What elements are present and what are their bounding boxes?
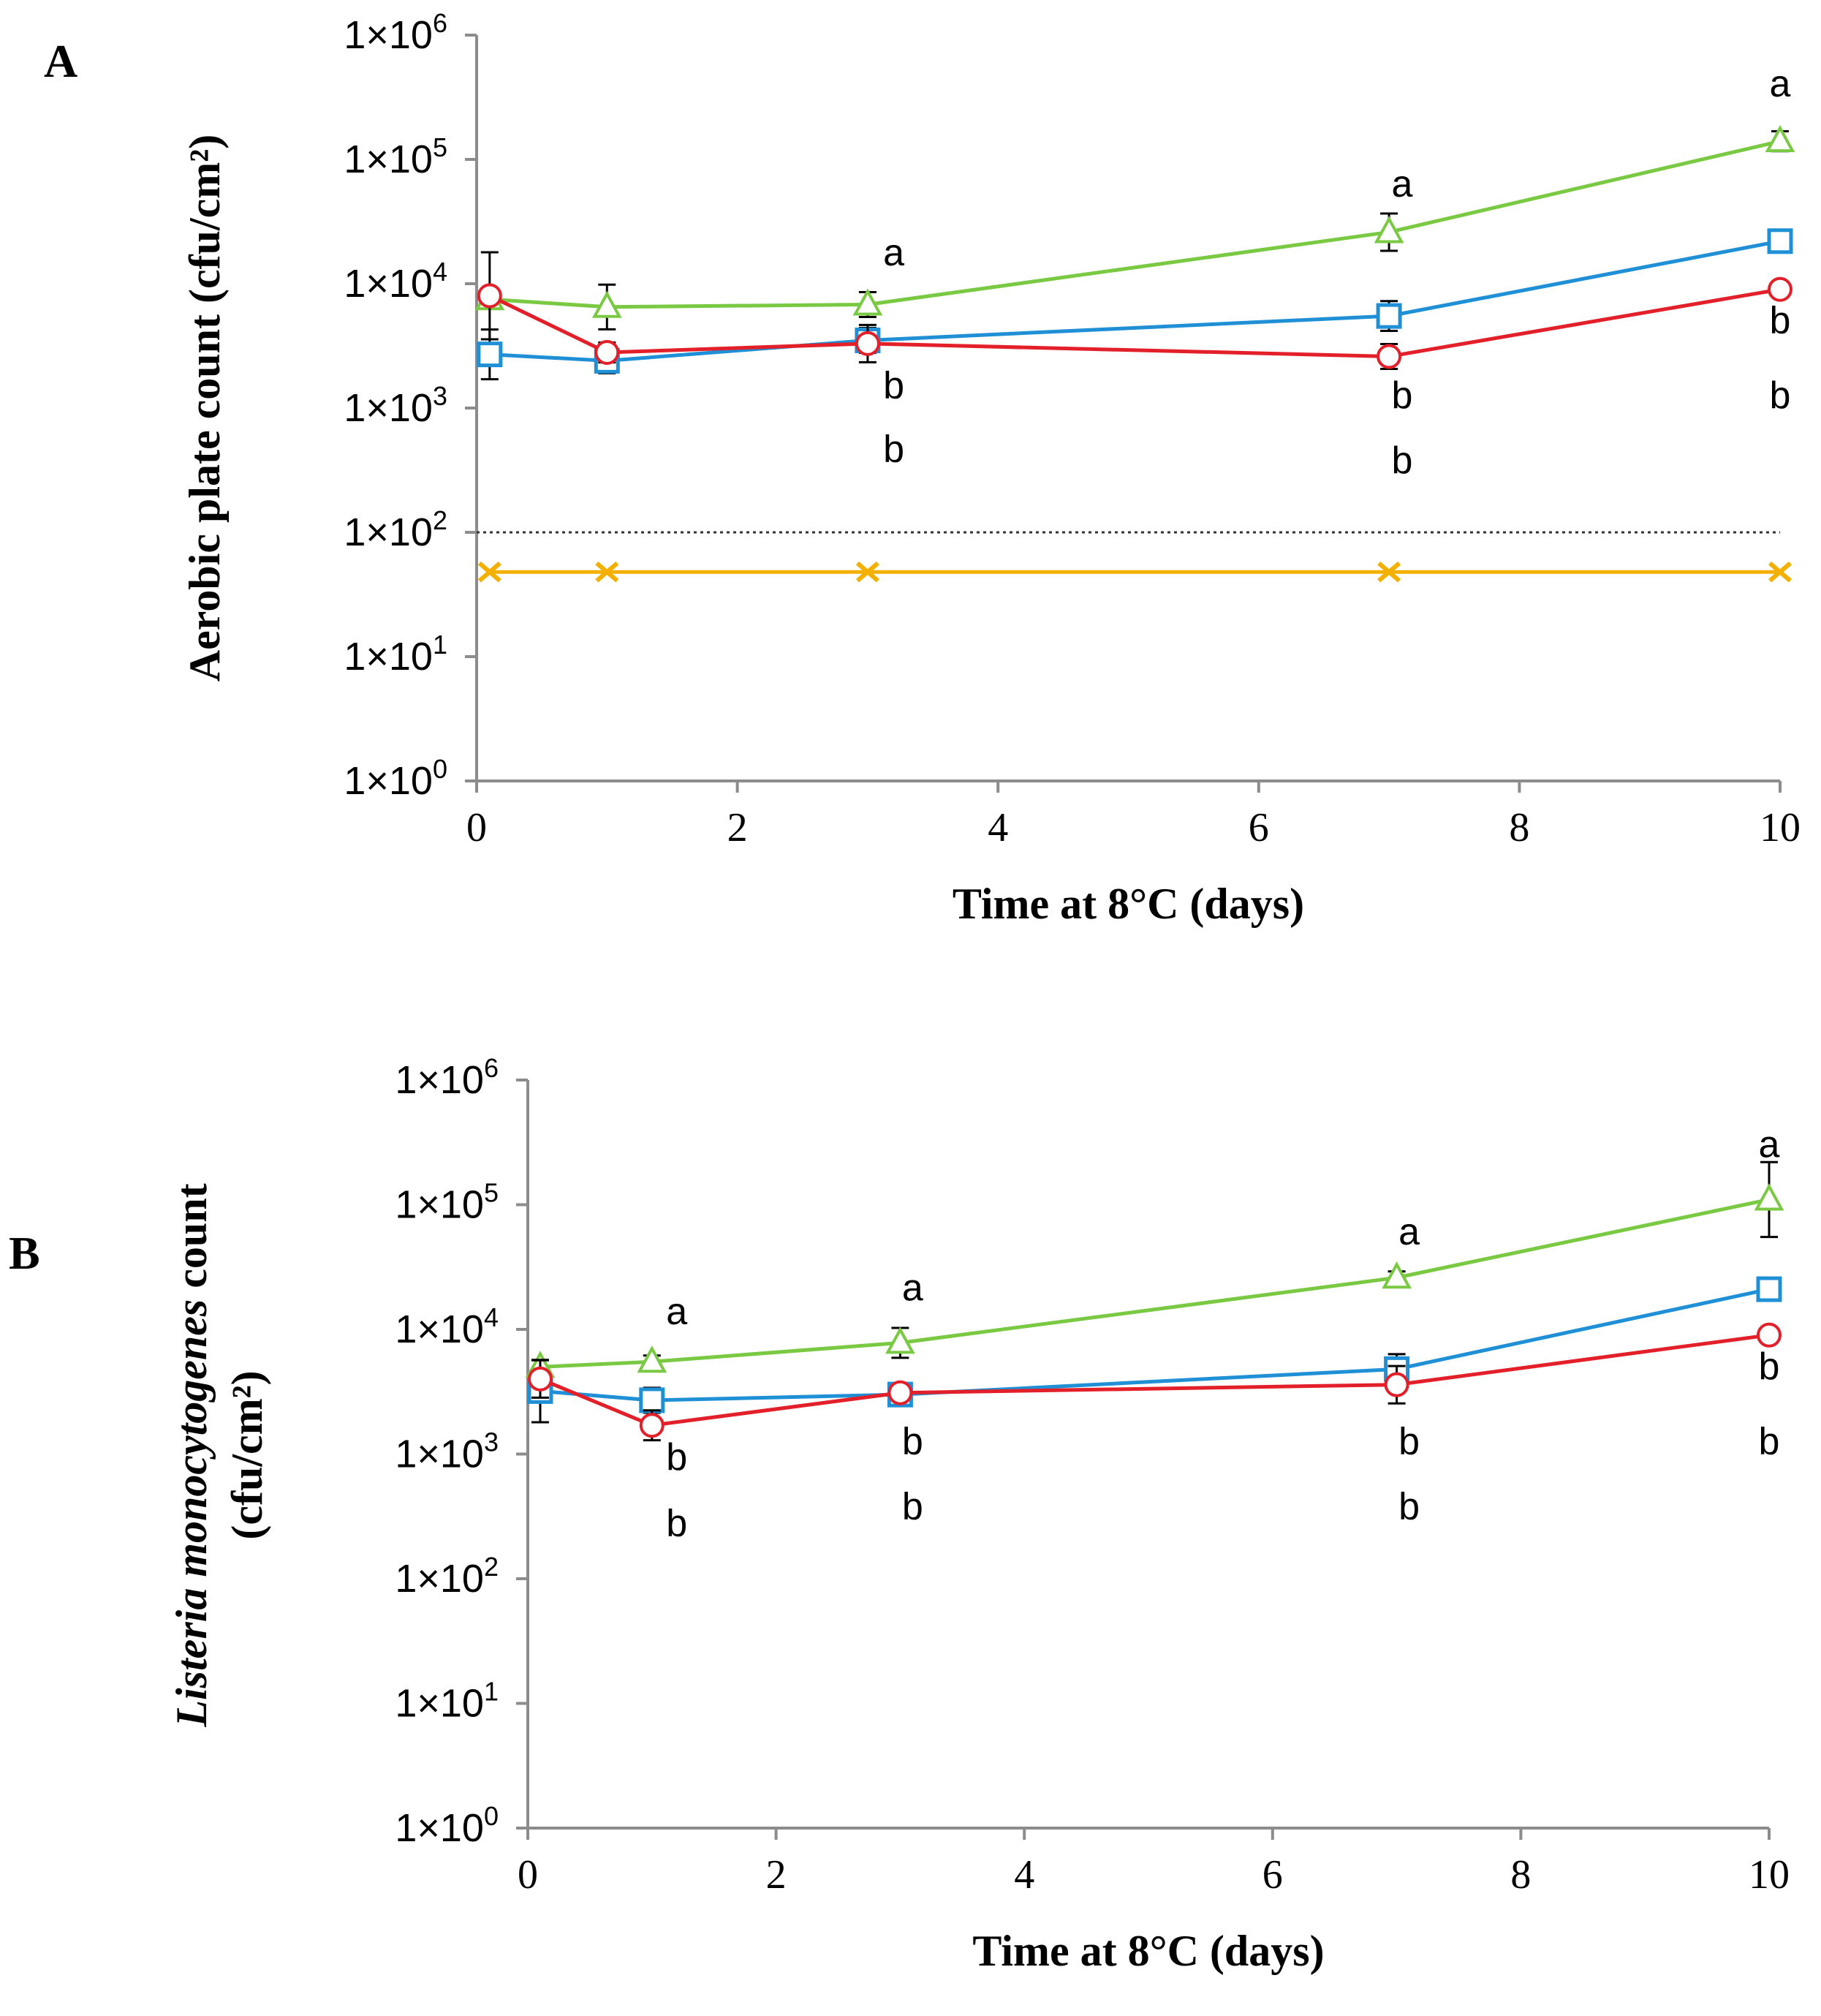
y-axis-title-line2: (cfu/cm²) xyxy=(223,1370,271,1539)
y-tick-label: 1×101 xyxy=(395,1677,499,1726)
significance-letter: b xyxy=(1759,1421,1780,1463)
red-circle-point xyxy=(1377,344,1402,369)
significance-letter: b xyxy=(666,1503,687,1545)
y-tick-label: 1×103 xyxy=(344,381,447,430)
y-axis-title: Aerobic plate count (cfu/cm²) xyxy=(181,135,229,682)
blue-square-point xyxy=(477,341,503,368)
y-tick-label: 1×106 xyxy=(344,8,447,57)
red-circle-point xyxy=(639,1413,665,1438)
x-marker-stroke xyxy=(855,561,879,583)
significance-letter: b xyxy=(666,1436,687,1479)
y-tick-label: 1×105 xyxy=(344,132,447,181)
blue-square-point xyxy=(1376,303,1402,329)
y-tick-label: 1×103 xyxy=(395,1427,499,1476)
significance-letter: b xyxy=(1391,439,1412,482)
green-triangle-point xyxy=(1374,216,1404,243)
x-marker-stroke xyxy=(1377,561,1401,583)
blue-square-point xyxy=(1767,228,1793,254)
x-marker-stroke xyxy=(477,561,501,583)
red-circle-point xyxy=(477,283,502,309)
chart-panel-a: 1×100 1×101 1×102 1×103 1×104 1×105 1×106 0 2 4 6 8… xyxy=(181,8,1801,928)
significance-letter: a xyxy=(1770,63,1791,105)
green-triangle-point xyxy=(1754,1183,1784,1211)
x-tick-label: 2 xyxy=(727,805,748,850)
x-tick-label: 10 xyxy=(1760,805,1801,850)
x-axis-title: Time at 8°C (days) xyxy=(953,880,1304,928)
x-tick-label: 2 xyxy=(766,1852,787,1898)
red-circle-point xyxy=(1384,1372,1409,1397)
y-tick-label: 1×101 xyxy=(344,630,447,679)
y-tick-label: 1×104 xyxy=(344,257,447,306)
panel-label-a: A xyxy=(44,35,77,87)
significance-letter: a xyxy=(666,1291,687,1333)
x-tick-label: 4 xyxy=(988,805,1008,850)
significance-letter: b xyxy=(1759,1345,1780,1388)
y-tick-label: 1×102 xyxy=(395,1552,499,1601)
panel-label-b: B xyxy=(9,1227,40,1279)
significance-letter: a xyxy=(1391,163,1412,205)
y-axis-title: Listeria monocytogenes count xyxy=(167,1183,216,1727)
y-tick-label: 1×106 xyxy=(395,1053,499,1102)
significance-letter: a xyxy=(1759,1124,1780,1166)
red-circle-point xyxy=(1768,276,1792,302)
significance-letter: b xyxy=(883,428,904,470)
significance-letter: a xyxy=(902,1267,923,1310)
x-marker-stroke xyxy=(595,561,619,583)
chart-panel-b: 1×100 1×101 1×102 1×103 1×104 1×105 1×106 0 2 4 6 8… xyxy=(167,1053,1790,1975)
y-tick-label: 1×100 xyxy=(395,1801,499,1850)
green-triangle-point xyxy=(637,1345,667,1373)
green-triangle-series-line xyxy=(489,139,1781,309)
blue-square-point xyxy=(639,1387,665,1413)
significance-letter: b xyxy=(1770,300,1791,342)
significance-letter: a xyxy=(883,232,904,274)
orange-x-point xyxy=(1377,561,1401,583)
green-triangle-series-line xyxy=(540,1197,1770,1369)
x-tick-label: 8 xyxy=(1510,1852,1531,1898)
red-circle-point xyxy=(527,1366,553,1392)
significance-letter: a xyxy=(1398,1211,1420,1253)
significance-letter: b xyxy=(902,1421,923,1463)
orange-x-point xyxy=(855,561,879,583)
x-tick-label: 0 xyxy=(518,1852,538,1898)
x-marker-stroke xyxy=(1768,561,1792,583)
blue-square-point xyxy=(1756,1276,1782,1302)
red-circle-point xyxy=(887,1380,913,1405)
blue-square-series-line xyxy=(489,239,1781,363)
green-triangle-point xyxy=(591,290,622,318)
x-tick-label: 10 xyxy=(1749,1852,1790,1898)
x-tick-label: 4 xyxy=(1014,1852,1034,1898)
significance-letter: b xyxy=(883,365,904,407)
orange-x-point xyxy=(595,561,619,583)
x-tick-label: 8 xyxy=(1509,805,1529,850)
x-tick-label: 6 xyxy=(1249,805,1269,850)
blue-square-series-line xyxy=(540,1287,1770,1402)
significance-letter: b xyxy=(1391,374,1412,417)
green-triangle-point xyxy=(885,1326,915,1354)
orange-x-point xyxy=(477,561,501,583)
y-tick-label: 1×105 xyxy=(395,1178,499,1227)
green-triangle-point xyxy=(1382,1261,1412,1289)
red-circle-point xyxy=(855,331,880,356)
significance-letter: b xyxy=(1398,1421,1420,1463)
x-tick-label: 0 xyxy=(466,805,487,850)
x-tick-label: 6 xyxy=(1262,1852,1283,1898)
red-circle-point xyxy=(594,339,620,365)
orange-x-point xyxy=(1768,561,1792,583)
x-axis-title: Time at 8°C (days) xyxy=(972,1927,1324,1975)
y-tick-label: 1×102 xyxy=(344,505,447,554)
significance-letter: b xyxy=(1770,374,1791,417)
red-circle-point xyxy=(1757,1322,1782,1348)
y-tick-label: 1×100 xyxy=(344,754,447,803)
y-tick-label: 1×104 xyxy=(395,1302,499,1351)
significance-letter: b xyxy=(902,1486,923,1528)
significance-letter: b xyxy=(1398,1486,1420,1528)
green-triangle-point xyxy=(1765,124,1795,153)
red-circle-series-line xyxy=(488,287,1781,358)
green-triangle-point xyxy=(852,288,883,316)
